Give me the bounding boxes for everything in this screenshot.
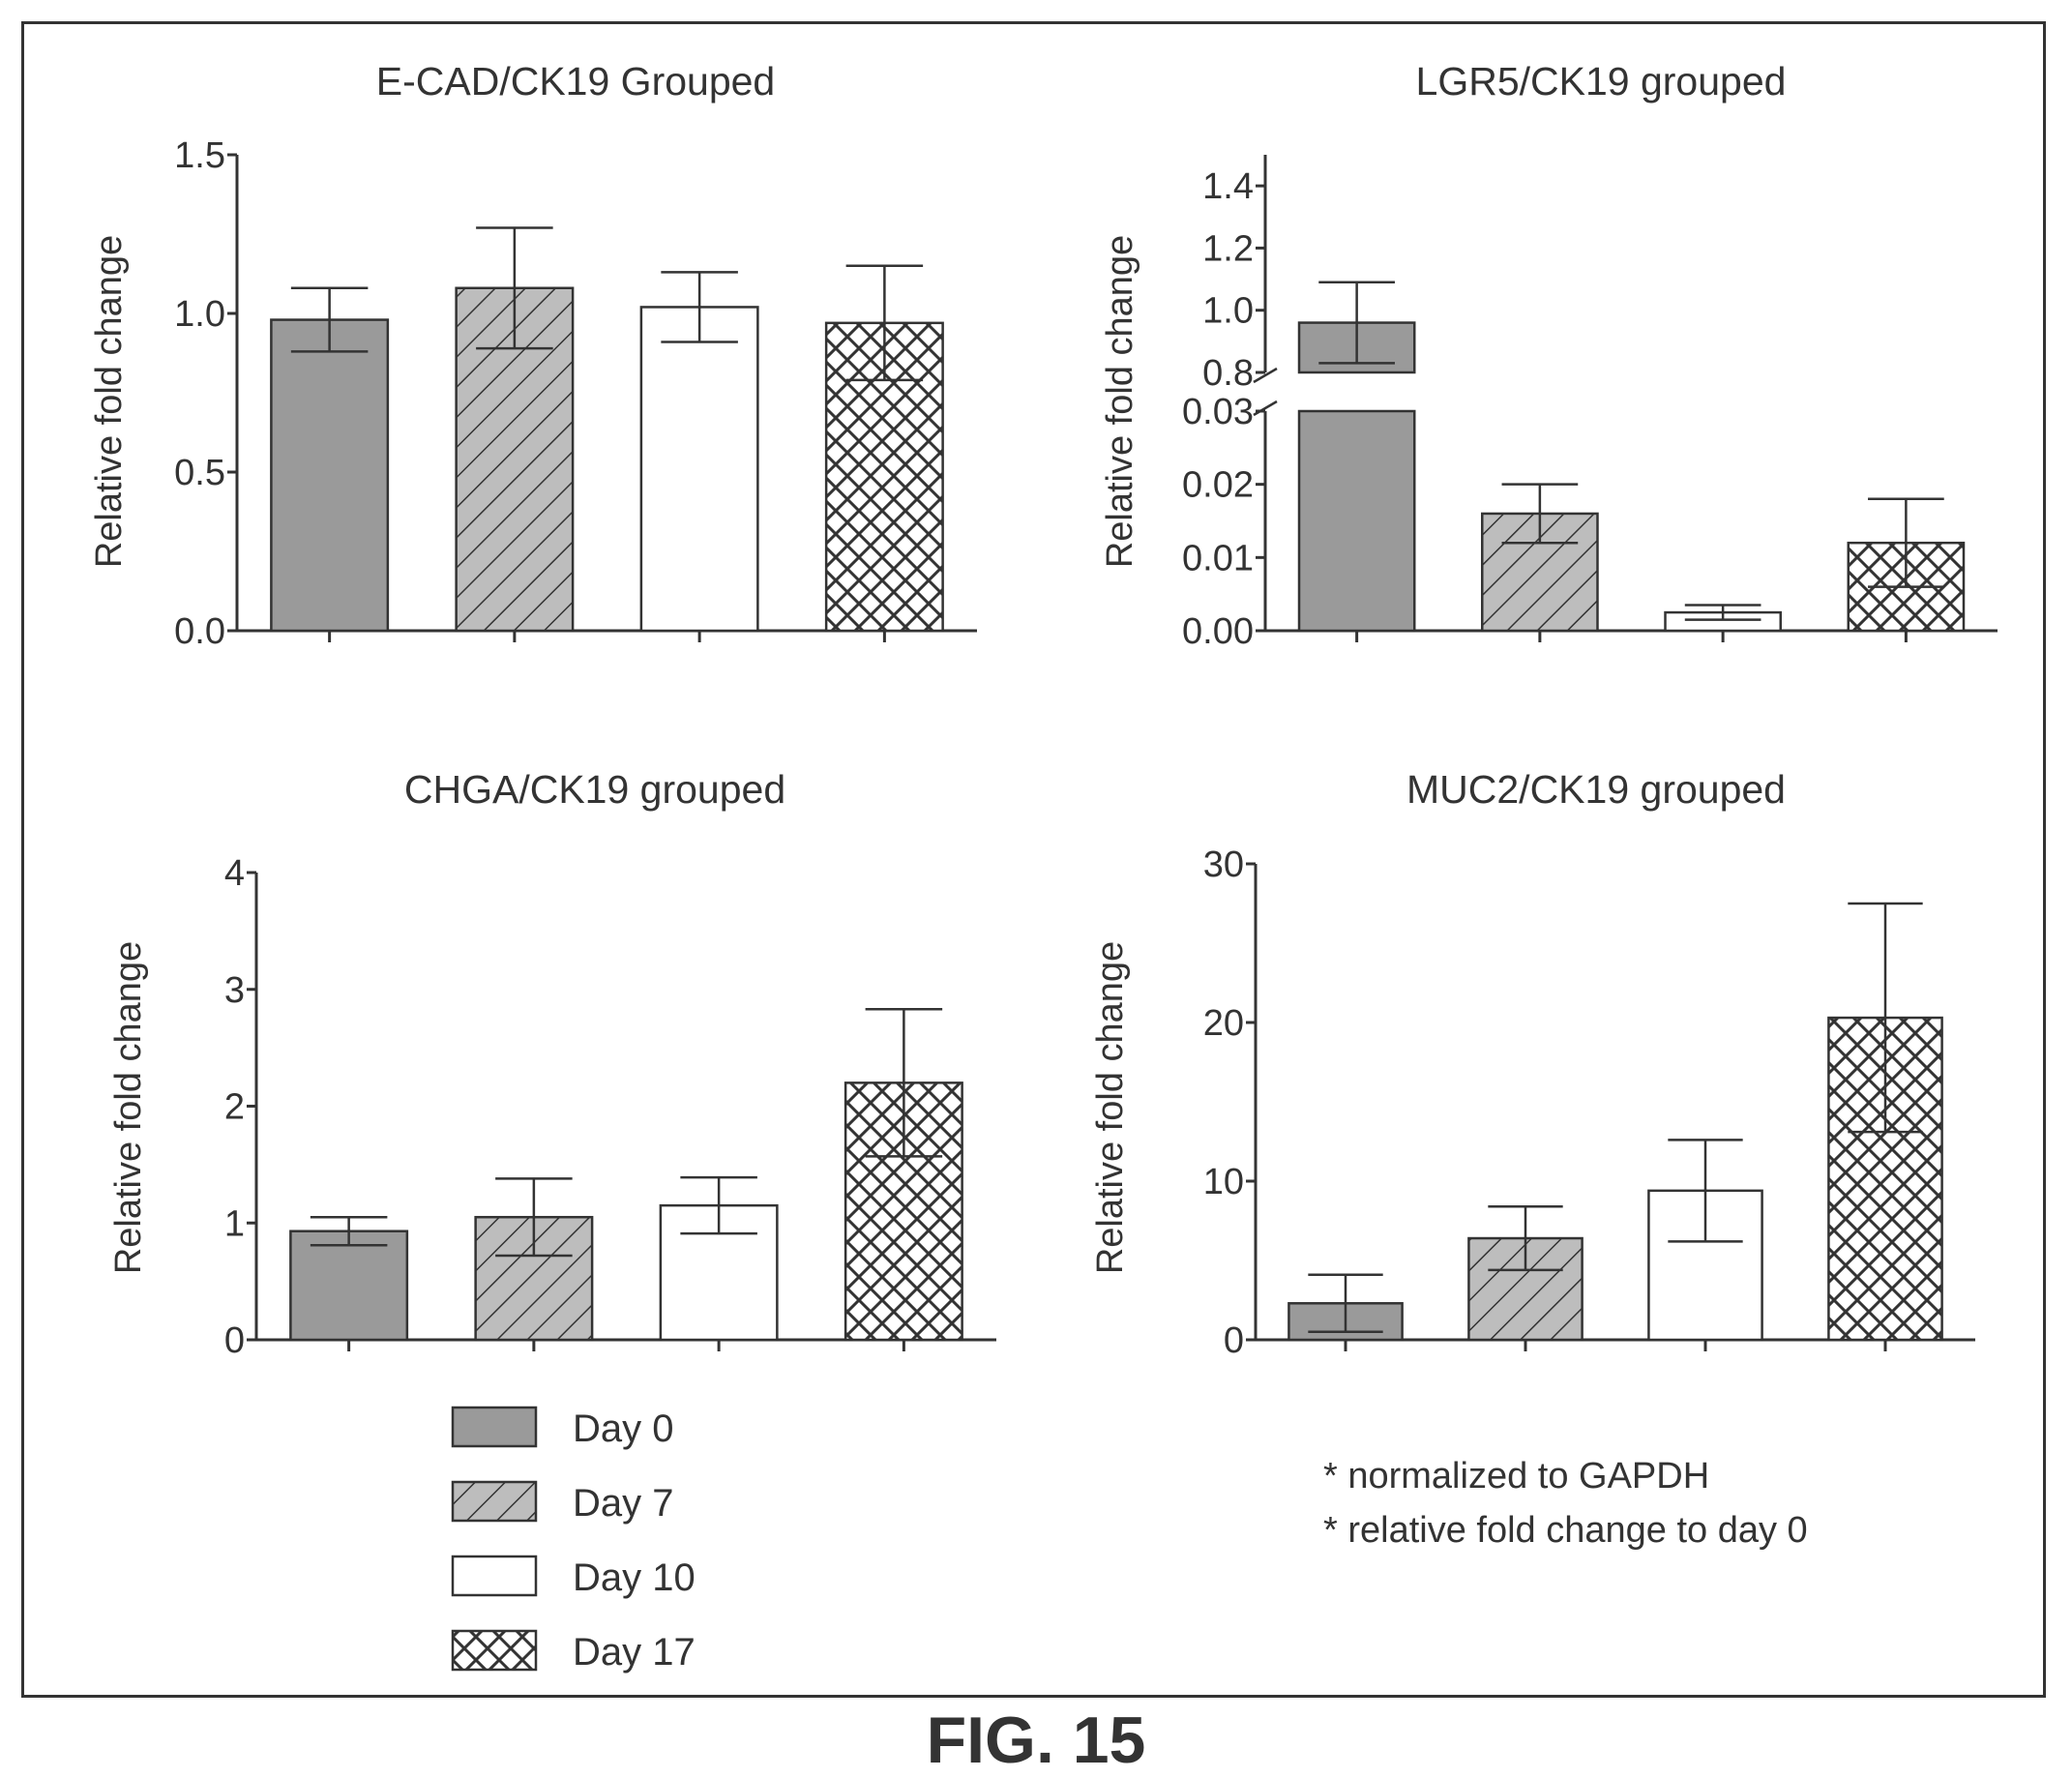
bar-day-7 [1467,1204,1584,1342]
notes-block: * normalized to GAPDH * relative fold cha… [1323,1456,1808,1551]
legend-item-day-0: Day 0 [451,1406,674,1450]
bar [270,318,390,633]
chart-chga-ck19-grouped: CHGA/CK19 grouped Relative fold change 0 1 2… [108,767,996,1361]
y-tick-label: 1.5 [174,135,225,176]
axis-break-mark [1253,367,1278,384]
y-tick-label: 1.4 [1202,166,1254,207]
note-line: * normalized to GAPDH [1323,1456,1709,1496]
bar-day-17 [844,1008,963,1342]
y-tick-label: 0.8 [1202,353,1254,394]
legend-swatch [451,1629,538,1672]
y-tick-label: 0.03 [1182,392,1254,432]
y-tick-label: 10 [1203,1162,1244,1202]
bar [639,306,759,633]
bar [824,321,944,633]
y-tick-label: 0 [1224,1320,1244,1361]
y-tick-label: 0 [224,1320,245,1361]
y-axis-label: Relative fold change [108,941,149,1274]
y-axis-label: Relative fold change [1090,941,1131,1274]
chart-lgr5-ck19-grouped: LGR5/CK19 grouped Relative fold change 0.0… [1100,59,1998,652]
bar-segment-lower [1297,409,1416,633]
legend-swatch [451,1406,538,1448]
axis-break-mark [1253,400,1278,417]
chart-title: CHGA/CK19 grouped [404,767,785,812]
chart-e-cad-ck19-grouped: E-CAD/CK19 Grouped Relative fold change 0.… [89,59,977,652]
y-tick-label: 20 [1203,1003,1244,1044]
y-tick-label: 1.0 [1202,291,1254,332]
y-axis-label: Relative fold change [1100,235,1140,568]
bar-day-10 [1664,604,1782,633]
y-tick-label: 0.5 [174,453,225,493]
legend: Day 0 Day 7 Day 10 Day 17 [451,1406,696,1674]
bar-day-7 [1481,483,1599,633]
chart-title: MUC2/CK19 grouped [1406,767,1786,812]
y-tick-label: 1 [224,1203,245,1244]
y-tick-label: 2 [224,1087,245,1128]
y-tick-label: 0.02 [1182,465,1254,506]
bar-day-10 [639,271,759,633]
legend-swatch [451,1480,538,1523]
charts-layer: E-CAD/CK19 Grouped Relative fold change 0.… [89,59,1998,1361]
y-tick-label: 30 [1203,845,1244,885]
figure-frame [21,21,2046,1698]
bar-day-7 [474,1177,594,1342]
legend-label: Day 10 [573,1556,696,1599]
bar-day-17 [1847,497,1966,633]
legend-swatch [451,1555,538,1597]
bar [289,1230,409,1342]
note-line: * relative fold change to day 0 [1323,1510,1808,1551]
figure-canvas: E-CAD/CK19 Grouped Relative fold change 0.… [89,59,1998,1674]
bar-day-0 [1288,1273,1404,1342]
y-tick-label: 1.2 [1202,228,1254,269]
chart-title: LGR5/CK19 grouped [1416,59,1787,104]
bar-day-10 [1647,1139,1763,1342]
figure-caption: FIG. 15 [926,1704,1146,1777]
y-tick-label: 1.0 [174,294,225,335]
bar-day-0 [270,286,390,633]
chart-muc2-ck19-grouped: MUC2/CK19 grouped Relative fold change 0 10… [1090,767,1975,1361]
legend-label: Day 7 [573,1482,674,1525]
y-tick-label: 0.0 [174,611,225,652]
bar-day-0 [289,1215,409,1342]
bar-day-17 [1827,902,1943,1342]
legend-item-day-7: Day 7 [451,1480,674,1525]
bar-day-17 [824,264,944,633]
bar-day-10 [659,1175,779,1342]
y-tick-label: 3 [224,970,245,1011]
bar-day-0 [1297,281,1416,633]
legend-item-day-10: Day 10 [451,1555,696,1599]
y-tick-label: 0.01 [1182,538,1254,578]
legend-item-day-17: Day 17 [451,1629,696,1674]
legend-label: Day 0 [573,1408,674,1450]
chart-title: E-CAD/CK19 Grouped [376,59,775,104]
bar-day-7 [455,226,575,633]
legend-label: Day 17 [573,1631,696,1674]
y-tick-label: 4 [224,853,245,894]
y-axis-label: Relative fold change [89,235,130,568]
y-tick-label: 0.00 [1182,611,1254,652]
